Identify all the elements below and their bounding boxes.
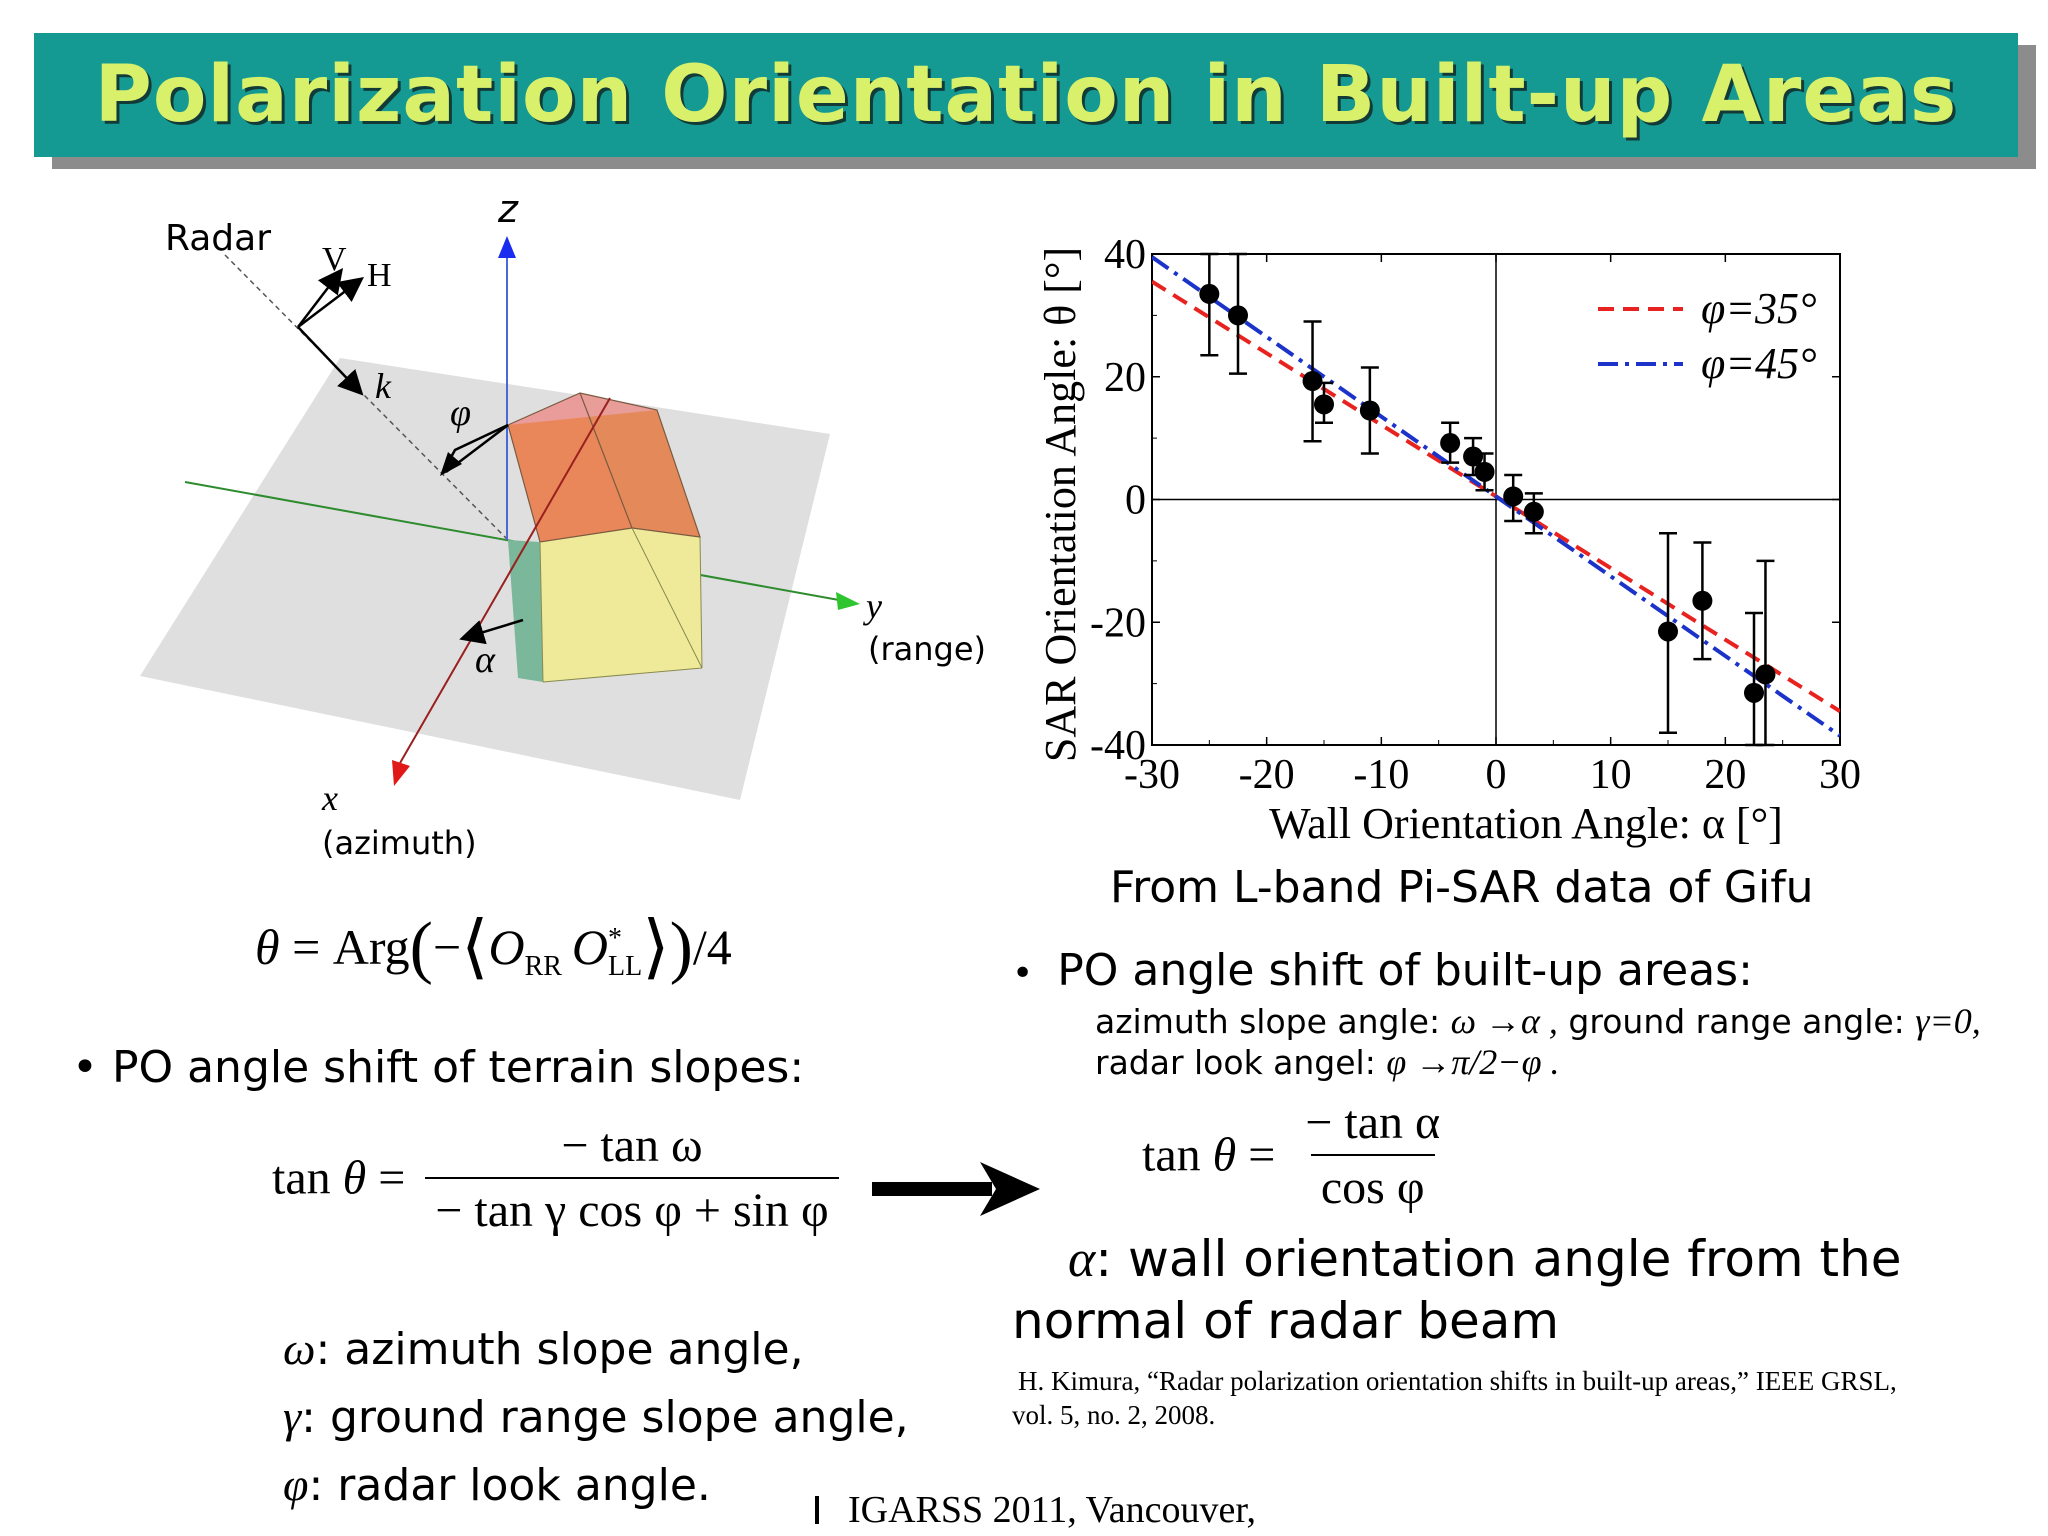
data-point xyxy=(1658,621,1678,642)
alpha-arrow xyxy=(459,618,524,645)
data-point xyxy=(1314,394,1334,415)
reference-line2: vol. 5, no. 2, 2008. xyxy=(1012,1400,1216,1430)
data-point xyxy=(1474,461,1495,482)
data-point xyxy=(1755,664,1776,685)
k-label: k xyxy=(375,366,392,406)
x-label: x xyxy=(321,778,338,818)
v-label: V xyxy=(322,241,347,278)
alpha-label: α xyxy=(475,639,496,681)
theta-equation: θ = Arg(−⟨ORR O * LL ⟩)/4 xyxy=(255,909,732,986)
terrain-equation-denominator: − tan γ cos φ + sin φ xyxy=(425,1177,839,1238)
series-line-1 xyxy=(1152,255,1840,738)
y-tick-label: 40 xyxy=(1104,232,1146,278)
footer-text: IGARSS 2011, Vancouver, xyxy=(848,1489,1257,1531)
data-point xyxy=(1440,433,1461,454)
building-equation-numerator: − tan α xyxy=(1305,1096,1441,1149)
legend-label-1: φ=45° xyxy=(1701,339,1817,388)
radar-label: Radar xyxy=(165,218,271,259)
title-bar xyxy=(34,33,2018,157)
h-label: H xyxy=(367,257,392,294)
y-axis-label: SAR Orientation Angle: θ [°] xyxy=(1036,247,1085,762)
y-tick-label: 0 xyxy=(1125,478,1146,524)
chart-caption: From L-band Pi-SAR data of Gifu xyxy=(1110,862,1814,913)
alpha-description: α: wall orientation angle from the xyxy=(1068,1230,1902,1288)
x-tick-label: -20 xyxy=(1239,752,1295,798)
y-tick-label: -20 xyxy=(1090,600,1146,646)
building-roof-top xyxy=(508,393,657,425)
right-sub1: azimuth slope angle: ω →α , ground range… xyxy=(1095,1001,1981,1041)
data-point xyxy=(1692,590,1713,611)
z-label: z xyxy=(497,190,519,231)
x-axis xyxy=(395,397,611,771)
x-tick-label: 20 xyxy=(1704,752,1746,798)
alpha-description-line2: normal of radar beam xyxy=(1012,1292,1560,1350)
def-omega: ω: azimuth slope angle, xyxy=(283,1323,804,1375)
right-bullet: • PO angle shift of built-up areas: xyxy=(1012,945,1753,996)
building-side-left xyxy=(508,540,543,682)
y-label: y xyxy=(863,586,882,626)
data-point xyxy=(1744,682,1764,703)
building-front xyxy=(540,528,702,682)
data-point xyxy=(1523,501,1544,522)
legend-label-0: φ=35° xyxy=(1701,284,1817,333)
radar-dashed-line xyxy=(224,254,509,541)
data-point xyxy=(1359,400,1380,421)
x-tick-label: -30 xyxy=(1124,752,1180,798)
building-equation: tan θ = − tan α cos φ xyxy=(1142,1095,1450,1215)
def-gamma: γ: ground range slope angle, xyxy=(283,1391,909,1443)
right-arrow-icon xyxy=(872,1162,1040,1216)
x-axis-label: Wall Orientation Angle: α [°] xyxy=(1269,799,1783,848)
data-point xyxy=(1503,486,1524,507)
right-sub2: radar look angel: φ →π/2−φ . xyxy=(1095,1042,1560,1082)
y-tick-label: -40 xyxy=(1090,723,1146,769)
data-point xyxy=(1199,283,1220,304)
h-vector xyxy=(297,276,364,328)
reference-line1: H. Kimura, “Radar polarization orientati… xyxy=(1018,1366,1897,1396)
orientation-chart: -30 -20 -10 0 10 20 30 -40 -20 0 20 40 Wall Orientat… xyxy=(1036,232,1861,848)
y-tick-label: 20 xyxy=(1104,355,1146,401)
building-roof-right xyxy=(580,393,700,537)
footer-divider xyxy=(815,1496,819,1524)
v-vector xyxy=(297,268,344,328)
terrain-equation: tan θ = − tan ω − tan γ cos φ + sin φ xyxy=(272,1118,839,1238)
slide-title: Polarization Orientation in Built-up Are… xyxy=(94,50,1958,140)
left-bullet: • PO angle shift of terrain slopes: xyxy=(72,1042,805,1093)
x-sublabel: (azimuth) xyxy=(322,824,477,862)
phi-label: φ xyxy=(450,392,471,434)
z-axis-arrow xyxy=(498,236,516,258)
data-point xyxy=(1463,446,1484,467)
x-axis-arrow xyxy=(392,760,410,786)
k-vector xyxy=(297,326,364,396)
x-tick-label: -10 xyxy=(1353,752,1409,798)
terrain-equation-numerator: − tan ω xyxy=(561,1119,703,1172)
x-tick-label: 10 xyxy=(1590,752,1632,798)
y-axis-arrow xyxy=(836,592,860,610)
y-sublabel: (range) xyxy=(868,630,986,668)
data-point xyxy=(1228,305,1248,326)
data-point xyxy=(1302,371,1323,392)
x-tick-label: 30 xyxy=(1819,752,1861,798)
geometry-diagram: Radar V H k φ α z y (range) x (azimuth) xyxy=(140,190,986,862)
x-tick-label: 0 xyxy=(1486,752,1507,798)
building-equation-denominator: cos φ xyxy=(1310,1154,1435,1215)
def-phi: φ: radar look angle. xyxy=(283,1459,711,1511)
